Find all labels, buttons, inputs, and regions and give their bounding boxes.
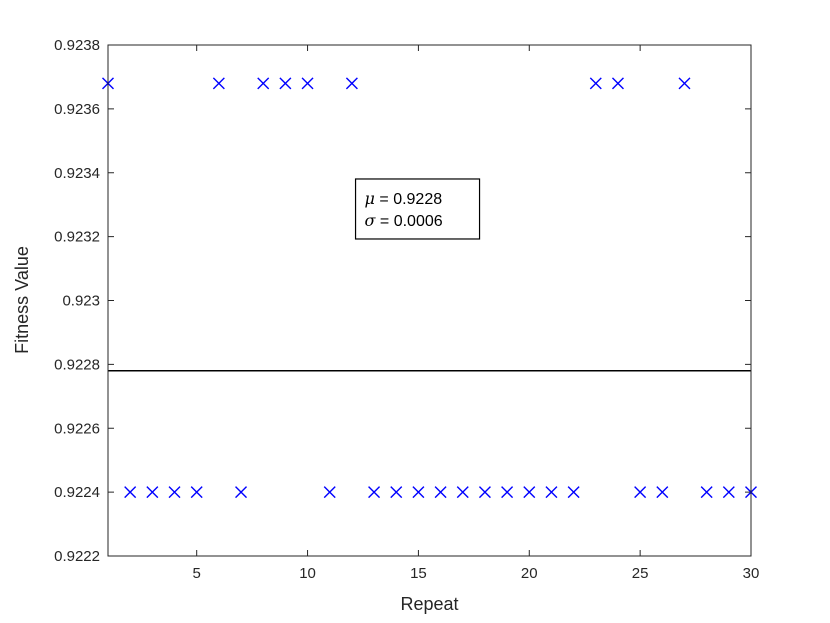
data-point-stroke — [523, 486, 536, 499]
data-point — [722, 486, 735, 499]
data-point-stroke — [700, 486, 713, 499]
data-point-stroke — [345, 77, 358, 90]
data-point — [678, 77, 691, 90]
data-point — [611, 77, 624, 90]
data-point — [634, 486, 647, 499]
data-point-stroke — [235, 486, 248, 499]
y-tick-label: 0.923 — [62, 293, 100, 310]
data-point-stroke — [412, 486, 425, 499]
plot-frame — [107, 44, 752, 557]
data-point — [700, 486, 713, 499]
y-axis-label: Fitness Value — [12, 246, 32, 354]
data-point-stroke — [124, 486, 137, 499]
data-point-stroke — [634, 486, 647, 499]
x-tick-label: 25 — [632, 565, 649, 582]
plot-background — [108, 45, 751, 556]
data-point — [589, 77, 602, 90]
y-tick-label: 0.9226 — [54, 420, 100, 437]
y-tick-label: 0.9224 — [54, 484, 100, 501]
data-point-stroke — [567, 486, 580, 499]
sigma-symbol: σ — [365, 211, 377, 230]
data-point — [257, 77, 270, 90]
std-value: = 0.0006 — [375, 213, 442, 230]
data-point — [235, 486, 248, 499]
y-tick-label: 0.9228 — [54, 356, 100, 373]
data-point — [168, 486, 181, 499]
y-tick-label: 0.9232 — [54, 229, 100, 246]
data-point-stroke — [456, 486, 469, 499]
data-markers — [102, 77, 757, 499]
y-tick-label: 0.9236 — [54, 101, 100, 118]
data-point-stroke — [257, 77, 270, 90]
statistics-annotation: μ = 0.9228 σ = 0.0006 — [354, 178, 481, 240]
data-point-stroke — [545, 486, 558, 499]
data-point-stroke — [656, 486, 669, 499]
data-point — [279, 77, 292, 90]
data-point — [567, 486, 580, 499]
data-point — [146, 486, 159, 499]
data-point-stroke — [323, 486, 336, 499]
data-point-stroke — [301, 77, 314, 90]
x-tick-label: 30 — [743, 565, 760, 582]
annotation-box — [354, 178, 481, 240]
data-point-stroke — [434, 486, 447, 499]
data-point — [368, 486, 381, 499]
data-point — [212, 77, 225, 90]
data-point — [323, 486, 336, 499]
data-point-stroke — [501, 486, 514, 499]
data-point-stroke — [611, 77, 624, 90]
data-point — [545, 486, 558, 499]
data-point — [656, 486, 669, 499]
data-point-stroke — [168, 486, 181, 499]
axis-tick-labels: 5 10 15 20 25 30 0.9222 0.9224 0.9226 0.9228 0.923… — [54, 37, 759, 582]
data-point-stroke — [279, 77, 292, 90]
data-point-stroke — [212, 77, 225, 90]
data-point — [301, 77, 314, 90]
mu-symbol: μ — [365, 189, 375, 208]
x-tick-label: 10 — [299, 565, 316, 582]
x-tick-label: 20 — [521, 565, 538, 582]
data-point — [501, 486, 514, 499]
data-point — [390, 486, 403, 499]
data-point-stroke — [478, 486, 491, 499]
data-point-stroke — [190, 486, 203, 499]
x-tick-label: 5 — [193, 565, 201, 582]
data-point — [478, 486, 491, 499]
y-tick-label: 0.9222 — [54, 548, 100, 565]
data-point-stroke — [146, 486, 159, 499]
y-tick-label: 0.9238 — [54, 37, 100, 54]
data-point — [412, 486, 425, 499]
y-tick-label: 0.9234 — [54, 165, 100, 182]
mean-annotation: μ = 0.9228 — [365, 189, 443, 208]
data-point-stroke — [722, 486, 735, 499]
mean-value: = 0.9228 — [375, 191, 442, 208]
x-tick-label: 15 — [410, 565, 427, 582]
data-point-stroke — [368, 486, 381, 499]
data-point — [523, 486, 536, 499]
data-point-stroke — [589, 77, 602, 90]
data-point — [456, 486, 469, 499]
data-point — [190, 486, 203, 499]
data-point — [345, 77, 358, 90]
std-annotation: σ = 0.0006 — [365, 211, 443, 230]
x-axis-label: Repeat — [400, 594, 458, 614]
data-point — [434, 486, 447, 499]
data-point-stroke — [678, 77, 691, 90]
data-point — [124, 486, 137, 499]
data-point-stroke — [390, 486, 403, 499]
